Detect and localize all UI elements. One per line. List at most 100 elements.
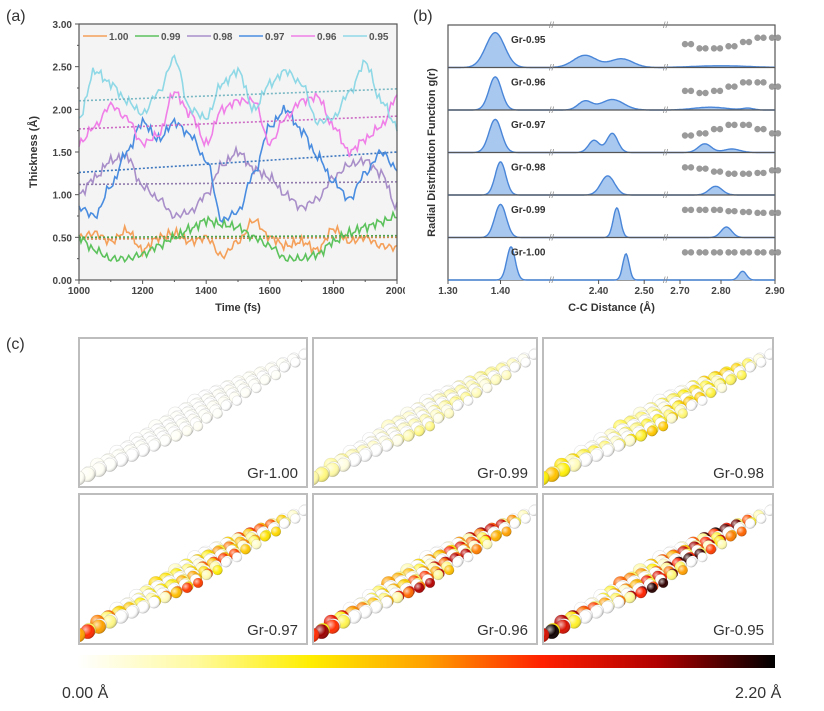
atom-highlight xyxy=(578,610,592,624)
x-tick-label: 2000 xyxy=(386,286,405,297)
series-label-Gr-0.96: Gr-0.96 xyxy=(511,78,546,89)
marker xyxy=(745,79,753,86)
y-tick-label: 0.00 xyxy=(53,276,73,287)
atom-highlight xyxy=(220,400,232,411)
x-tick-label: 2.40 xyxy=(589,286,609,297)
marker xyxy=(731,207,738,215)
atom-highlight xyxy=(544,471,550,485)
axis-break-mark: // xyxy=(549,233,555,243)
trend-line-0.99 xyxy=(78,234,398,239)
atom-highlight xyxy=(697,395,708,406)
marker xyxy=(710,168,718,175)
atom-highlight xyxy=(271,526,281,537)
marker xyxy=(774,83,782,90)
structure-label: Gr-1.00 xyxy=(247,465,298,482)
axis-break-mark: // xyxy=(663,105,669,115)
atom-highlight xyxy=(170,430,182,442)
atom-highlight xyxy=(125,449,139,462)
marker xyxy=(696,130,703,137)
rdf-line-Gr-1.00 xyxy=(448,246,553,281)
atom-highlight xyxy=(414,426,425,437)
rdf-fill-Gr-0.98 xyxy=(553,175,667,195)
marker xyxy=(768,167,776,174)
atom-highlight xyxy=(452,557,463,568)
series-label-Gr-0.95: Gr-0.95 xyxy=(511,35,546,46)
atom-highlight xyxy=(717,539,727,550)
marker xyxy=(731,43,738,50)
rdf-chart: Gr-0.95////Gr-0.96////Gr-0.97////Gr-0.98… xyxy=(426,20,785,314)
marker xyxy=(739,79,747,86)
marker xyxy=(754,169,761,177)
marker xyxy=(687,40,695,48)
legend-label-1.00: 1.00 xyxy=(109,32,129,43)
structure-panel-Gr-0.96: Gr-0.96 xyxy=(312,493,538,645)
axis-break-mark: // xyxy=(549,275,555,285)
atom-highlight xyxy=(501,526,512,537)
atom-highlight xyxy=(159,435,171,447)
panel-label-a: (a) xyxy=(6,8,26,25)
axis-break-mark: // xyxy=(549,105,555,115)
x-tick-label: 1400 xyxy=(195,286,218,297)
structure-panel-Gr-0.95: Gr-0.95 xyxy=(542,493,774,645)
rdf-fill-Gr-0.99 xyxy=(448,204,553,238)
marker xyxy=(696,165,703,172)
atom-highlight xyxy=(414,582,425,593)
x-tick-label: 1200 xyxy=(131,286,154,297)
marker xyxy=(760,169,767,177)
atom-highlight xyxy=(358,605,372,619)
atom-highlight xyxy=(717,383,727,393)
marker xyxy=(702,89,709,97)
atom-highlight xyxy=(490,531,501,542)
marker xyxy=(696,249,703,256)
atom-highlight xyxy=(725,531,736,542)
trend-line-0.98 xyxy=(78,181,398,186)
atom-highlight xyxy=(212,408,223,419)
marker xyxy=(754,249,761,256)
axis-break-mark: // xyxy=(549,20,555,30)
atom-highlight xyxy=(298,349,306,360)
marker xyxy=(725,207,732,215)
axis-break-mark: // xyxy=(663,190,669,200)
marker xyxy=(760,209,767,217)
axis-break-mark: // xyxy=(663,275,669,285)
atom-highlight xyxy=(745,362,756,373)
marker xyxy=(754,34,761,41)
atom-highlight xyxy=(114,453,128,467)
atom-highlight xyxy=(193,578,203,588)
atom-highlight xyxy=(686,557,697,568)
marker xyxy=(745,208,753,216)
marker xyxy=(716,206,724,214)
atom-highlight xyxy=(433,413,444,424)
marker xyxy=(760,79,767,86)
atom-highlight xyxy=(471,387,482,398)
marker xyxy=(768,34,776,41)
atom-highlight xyxy=(677,408,688,419)
marker xyxy=(687,87,695,95)
atom-highlight xyxy=(358,449,372,462)
rdf-fill-Gr-0.99 xyxy=(667,227,775,238)
axis-break-mark: // xyxy=(663,148,669,158)
marker xyxy=(687,164,695,171)
colorbar-min-label: 0.00 Å xyxy=(62,685,109,702)
atom-highlight xyxy=(520,513,531,524)
marker xyxy=(702,165,709,172)
atom-highlight xyxy=(80,471,86,485)
atom-highlight xyxy=(136,444,149,457)
atom-highlight xyxy=(170,587,182,599)
y-axis-label: Radial Distribution Function g(r) xyxy=(426,68,438,237)
legend-label-0.96: 0.96 xyxy=(317,32,337,43)
atom-highlight xyxy=(369,444,382,457)
atom-highlight xyxy=(148,596,160,609)
atom-highlight xyxy=(148,439,160,452)
marker xyxy=(774,167,782,174)
y-tick-label: 1.50 xyxy=(53,148,73,159)
atom-highlight xyxy=(425,421,435,432)
marker xyxy=(725,249,732,256)
x-tick-label: 2.90 xyxy=(765,286,785,297)
atom-highlight xyxy=(232,552,243,563)
atom-highlight xyxy=(764,349,772,360)
atom-highlight xyxy=(251,383,262,393)
marker xyxy=(681,249,689,256)
marker xyxy=(760,249,767,256)
atom-highlight xyxy=(182,426,193,437)
